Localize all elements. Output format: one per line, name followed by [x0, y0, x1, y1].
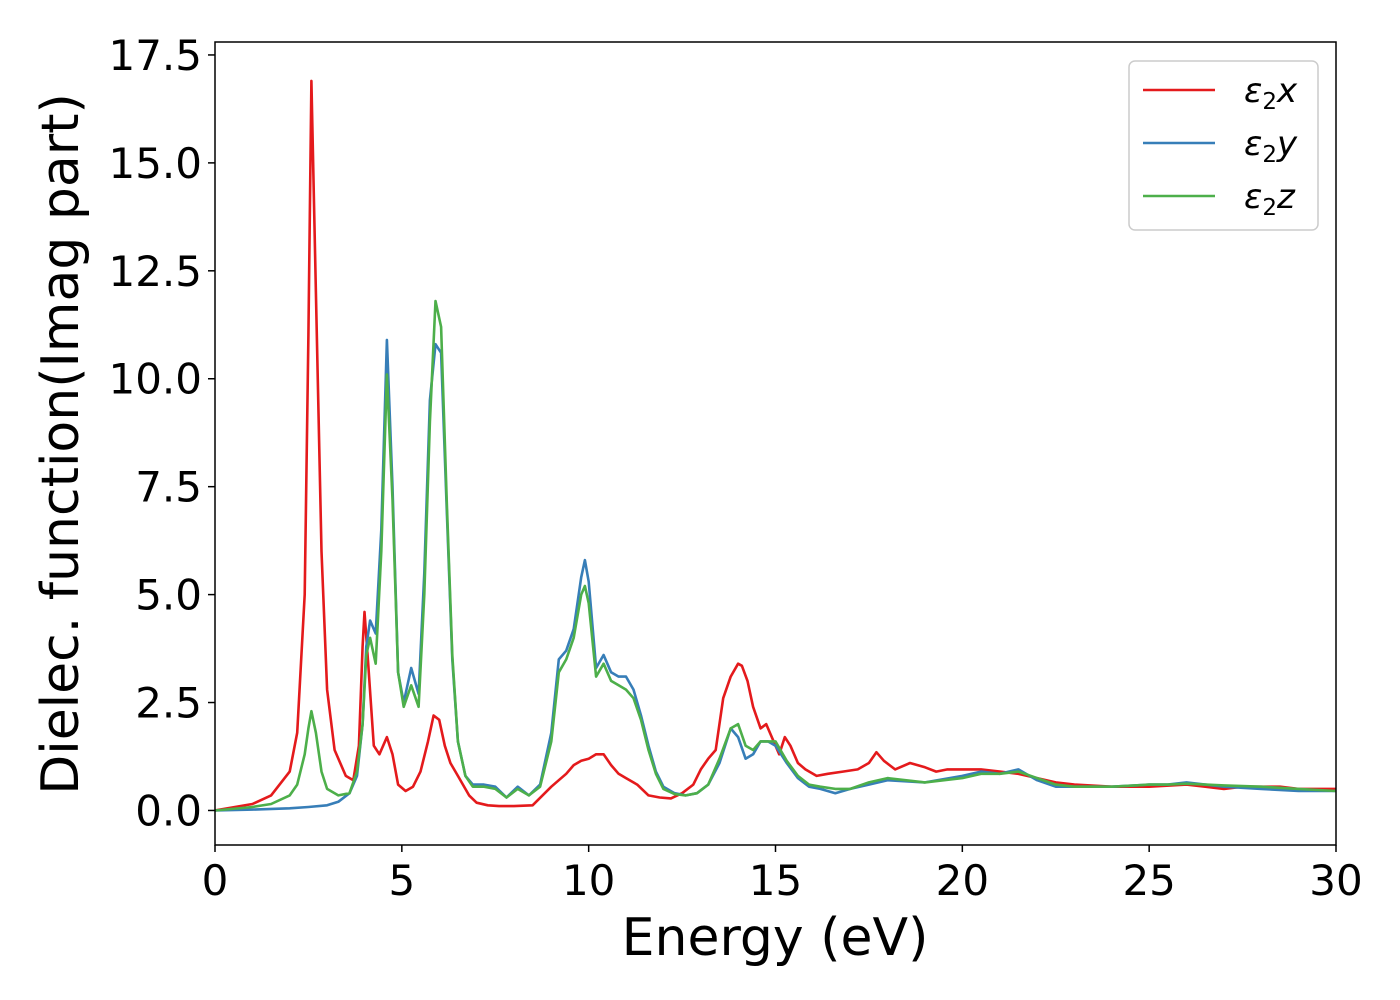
legend-box: [1128, 60, 1319, 231]
y-tick-label: 2.5: [135, 679, 202, 728]
legend: ε2x ε2y ε2z: [1128, 60, 1319, 231]
series-line-z: [215, 299, 1336, 812]
y-tick-label: 12.5: [108, 247, 202, 296]
x-axis-ticks: 0 5 10 15 20 25 30: [202, 845, 1363, 905]
y-tick-label: 15.0: [108, 139, 202, 188]
x-axis-label: Energy (eV): [622, 908, 929, 968]
series-layer: [215, 79, 1336, 812]
y-tick-label: 10.0: [108, 355, 202, 404]
y-tick-label: 7.5: [135, 463, 202, 512]
y-tick-label: 5.0: [135, 571, 202, 620]
x-tick-label: 20: [936, 856, 989, 905]
y-axis-label: Dielec. function(Imag part): [31, 93, 91, 795]
legend-label-x: ε2x: [1244, 71, 1298, 115]
legend-label-z: ε2z: [1244, 177, 1296, 221]
y-tick-label: 17.5: [108, 31, 202, 80]
x-tick-label: 5: [388, 856, 415, 905]
x-tick-label: 0: [202, 856, 229, 905]
x-tick-label: 10: [562, 856, 615, 905]
x-tick-label: 15: [749, 856, 802, 905]
x-tick-label: 25: [1122, 856, 1175, 905]
y-tick-label: 0.0: [135, 786, 202, 835]
y-axis-ticks: 0.0 2.5 5.0 7.5 10.0 12.5 15.0 17.5: [108, 31, 215, 835]
legend-label-y: ε2y: [1244, 124, 1298, 168]
x-tick-label: 30: [1309, 856, 1362, 905]
